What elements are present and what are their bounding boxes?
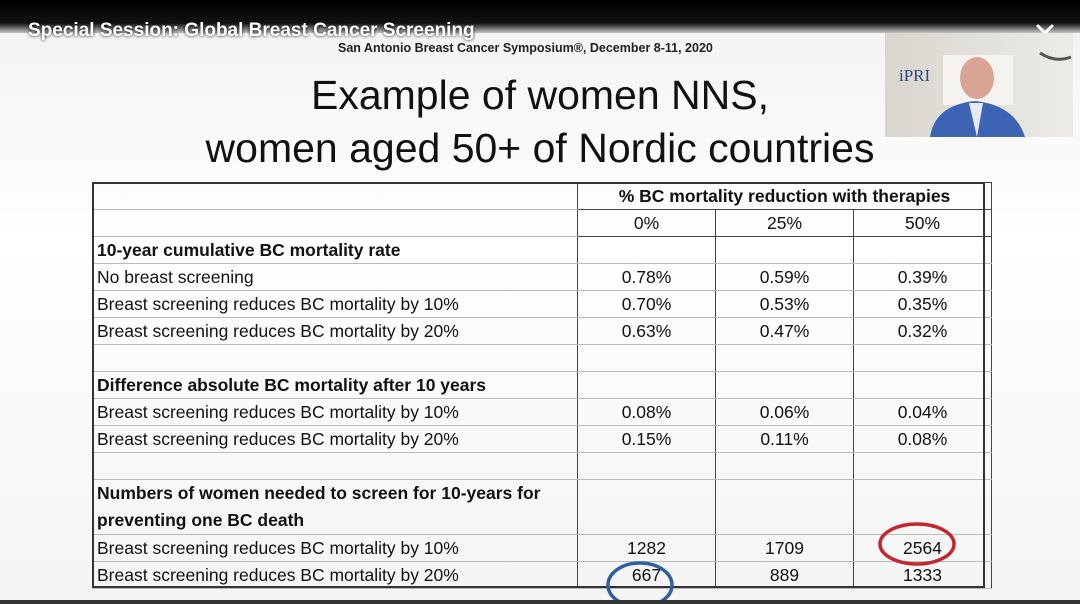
empty-cell (577, 452, 716, 480)
column-group: % BC mortality reduction with therapies (577, 182, 992, 210)
slide-title: Example of women NNS, (310, 72, 769, 118)
data-row: Breast screening reduces BC mortality by… (92, 290, 992, 318)
value-cell: 0.78% (577, 263, 716, 291)
data-table: % BC mortality reduction with therapies 0… (92, 182, 992, 589)
value-cell: 0.04% (853, 398, 992, 426)
value-cell: 0.39% (853, 263, 992, 291)
empty-cell (853, 452, 992, 480)
row-label: No breast screening (92, 263, 578, 291)
row-label: Breast screening reduces BC mortality by… (92, 398, 578, 426)
value-cell: 0.08% (577, 398, 716, 426)
data-row: Breast screening reduces BC mortality by… (92, 561, 992, 589)
empty-cell (577, 236, 716, 264)
value-cell: 1333 (853, 561, 992, 589)
empty-cell (577, 371, 716, 399)
section-title: Numbers of women needed to screen for 10… (92, 479, 578, 535)
empty-cell (853, 479, 992, 535)
row-label: Breast screening reduces BC mortality by… (92, 425, 578, 453)
header-row: % BC mortality reduction with therapies (92, 182, 992, 210)
slide-subtitle: San Antonio Breast Cancer Symposium®, De… (338, 41, 713, 55)
section-row: Difference absolute BC mortality after 1… (92, 371, 992, 399)
value-cell: 0.70% (577, 290, 716, 318)
value-cell: 0.11% (715, 425, 854, 453)
slide-title: women aged 50+ of Nordic countries (205, 125, 875, 171)
logo: iPRI (899, 66, 931, 85)
header-row: 0% 25% 50% (92, 209, 992, 237)
value-cell: 889 (715, 561, 854, 589)
value-cell: 1282 (577, 534, 716, 562)
spacer-row (92, 344, 992, 372)
data-row: Breast screening reduces BC mortality by… (92, 534, 992, 562)
empty-cell (92, 452, 578, 480)
row-label: Breast screening reduces BC mortality by… (92, 317, 578, 345)
data-row: No breast screening 0.78% 0.59% 0.39% (92, 263, 992, 291)
column-header: 0% (577, 209, 716, 237)
row-label: Breast screening reduces BC mortality by… (92, 534, 578, 562)
row-label: Breast screening reduces BC mortality by… (92, 561, 578, 589)
empty-cell (715, 236, 854, 264)
webcam: iPRI (885, 33, 1073, 137)
empty-cell (853, 371, 992, 399)
value-cell: 1709 (715, 534, 854, 562)
column-header: 50% (853, 209, 992, 237)
section-title: 10-year cumulative BC mortality rate (92, 236, 578, 264)
value-cell: 2564 (853, 534, 992, 562)
section-title: Difference absolute BC mortality after 1… (92, 371, 578, 399)
value-cell: 667 (577, 561, 716, 589)
value-cell: 0.08% (853, 425, 992, 453)
column-header: 25% (715, 209, 854, 237)
empty-cell (715, 344, 854, 372)
session-title: Special Session: Global Breast Cancer Sc… (28, 20, 475, 41)
row-label: Breast screening reduces BC mortality by… (92, 290, 578, 318)
empty-cell (853, 344, 992, 372)
empty-cell (853, 236, 992, 264)
empty-cell (715, 479, 854, 535)
spacer-row (92, 452, 992, 480)
value-cell: 0.15% (577, 425, 716, 453)
empty-cell (577, 479, 716, 535)
top-bar (0, 0, 1080, 33)
value-cell: 0.06% (715, 398, 854, 426)
value-cell: 0.32% (853, 317, 992, 345)
bottom-bar (0, 600, 1080, 604)
empty-cell (92, 182, 578, 210)
data-row: Breast screening reduces BC mortality by… (92, 317, 992, 345)
section-row: Numbers of women needed to screen for 10… (92, 479, 992, 535)
data-row: Breast screening reduces BC mortality by… (92, 398, 992, 426)
webcam-scene: iPRI (899, 51, 1072, 137)
data-row: Breast screening reduces BC mortality by… (92, 425, 992, 453)
empty-cell (92, 344, 578, 372)
value-cell: 0.63% (577, 317, 716, 345)
value-cell: 0.35% (853, 290, 992, 318)
empty-cell (715, 452, 854, 480)
value-cell: 0.53% (715, 290, 854, 318)
value-cell: 0.47% (715, 317, 854, 345)
value-cell: 0.59% (715, 263, 854, 291)
empty-cell (715, 371, 854, 399)
section-row: 10-year cumulative BC mortality rate (92, 236, 992, 264)
empty-cell (92, 209, 578, 237)
empty-cell (577, 344, 716, 372)
